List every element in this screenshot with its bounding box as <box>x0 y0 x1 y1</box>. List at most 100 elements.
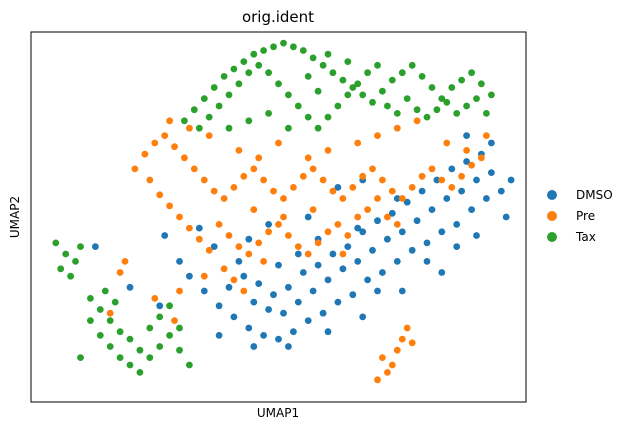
point-dmso-24 <box>280 309 287 317</box>
point-tax-4 <box>220 73 228 80</box>
point-tax-20 <box>379 87 386 95</box>
point-dmso-7 <box>290 328 297 336</box>
point-dmso-58 <box>235 258 243 265</box>
point-dmso-31 <box>384 235 391 243</box>
point-dmso-68 <box>92 243 99 251</box>
point-pre-55 <box>146 176 154 184</box>
point-pre-97 <box>339 250 347 258</box>
point-dmso-9 <box>319 309 327 317</box>
point-pre-62 <box>220 265 228 273</box>
point-dmso-55 <box>463 158 470 165</box>
point-pre-18 <box>309 165 317 173</box>
point-tax-80 <box>126 335 134 343</box>
point-dmso-1 <box>200 287 208 295</box>
point-pre-1 <box>141 150 149 158</box>
point-dmso-8 <box>304 317 312 324</box>
point-tax-85 <box>176 324 183 332</box>
point-tax-53 <box>403 95 411 102</box>
point-tax-0 <box>181 117 188 125</box>
point-pre-59 <box>186 224 193 232</box>
point-tax-43 <box>304 113 312 121</box>
point-pre-40 <box>255 239 263 247</box>
point-dmso-32 <box>398 228 406 236</box>
point-tax-45 <box>324 113 332 121</box>
point-dmso-26 <box>309 287 317 295</box>
point-dmso-10 <box>334 298 342 306</box>
point-tax-64 <box>265 110 272 117</box>
point-dmso-41 <box>255 280 263 287</box>
point-tax-26 <box>438 95 446 102</box>
point-tax-12 <box>299 47 307 54</box>
point-tax-36 <box>235 80 243 88</box>
point-tax-72 <box>72 258 79 265</box>
point-dmso-65 <box>176 258 183 265</box>
point-dmso-76 <box>398 287 406 295</box>
point-pre-84 <box>324 147 332 154</box>
point-tax-61 <box>483 110 490 117</box>
point-dmso-39 <box>225 283 233 291</box>
point-tax-23 <box>408 61 416 69</box>
point-tax-55 <box>423 113 431 121</box>
y-axis-label: UMAP2 <box>8 196 22 238</box>
point-dmso-14 <box>393 258 401 265</box>
point-dmso-4 <box>245 324 253 332</box>
point-pre-15 <box>280 195 287 202</box>
legend-marker-dmso <box>547 190 557 200</box>
point-tax-44 <box>314 124 322 132</box>
point-dmso-11 <box>349 291 357 299</box>
point-tax-70 <box>52 239 60 247</box>
point-dmso-74 <box>324 328 332 336</box>
point-pre-83 <box>413 117 421 125</box>
point-pre-5 <box>181 154 188 162</box>
point-dmso-81 <box>488 139 495 147</box>
point-dmso-80 <box>507 176 515 184</box>
point-tax-63 <box>245 117 253 125</box>
point-dmso-28 <box>339 265 347 273</box>
point-pre-44 <box>294 243 302 251</box>
point-pre-8 <box>210 187 218 195</box>
point-tax-24 <box>418 73 426 80</box>
point-dmso-35 <box>443 195 451 202</box>
point-dmso-19 <box>468 206 475 214</box>
point-dmso-36 <box>458 187 465 195</box>
point-tax-34 <box>215 102 223 110</box>
point-dmso-22 <box>250 298 258 306</box>
point-tax-16 <box>339 76 347 84</box>
point-tax-66 <box>304 73 312 80</box>
point-dmso-40 <box>240 272 248 280</box>
point-tax-88 <box>116 354 124 361</box>
point-pre-21 <box>339 195 347 202</box>
x-axis-label: UMAP1 <box>257 406 299 420</box>
series-pre <box>106 117 490 384</box>
point-pre-75 <box>398 335 406 343</box>
point-pre-52 <box>374 195 381 202</box>
point-dmso-12 <box>364 276 371 284</box>
point-pre-69 <box>106 309 114 317</box>
point-tax-28 <box>458 76 465 84</box>
point-pre-77 <box>408 339 416 347</box>
point-dmso-48 <box>359 228 367 236</box>
point-dmso-23 <box>265 306 272 313</box>
point-dmso-54 <box>448 165 456 173</box>
point-pre-86 <box>275 139 282 147</box>
point-dmso-17 <box>438 228 446 236</box>
point-pre-51 <box>364 206 371 214</box>
point-dmso-2 <box>215 302 223 310</box>
point-tax-33 <box>205 113 213 121</box>
point-pre-78 <box>384 369 391 376</box>
legend-label-pre: Pre <box>576 209 595 223</box>
point-tax-5 <box>230 65 238 73</box>
point-pre-2 <box>151 139 159 147</box>
point-pre-64 <box>240 287 248 295</box>
point-dmso-69 <box>126 283 134 291</box>
point-dmso-20 <box>483 195 490 202</box>
point-pre-30 <box>428 165 436 173</box>
point-dmso-61 <box>354 224 362 232</box>
point-pre-99 <box>250 206 258 214</box>
point-pre-50 <box>354 213 362 221</box>
point-dmso-78 <box>473 232 480 239</box>
point-tax-3 <box>210 84 218 91</box>
point-dmso-49 <box>374 217 381 225</box>
point-dmso-15 <box>408 246 416 254</box>
point-tax-86 <box>96 332 104 339</box>
